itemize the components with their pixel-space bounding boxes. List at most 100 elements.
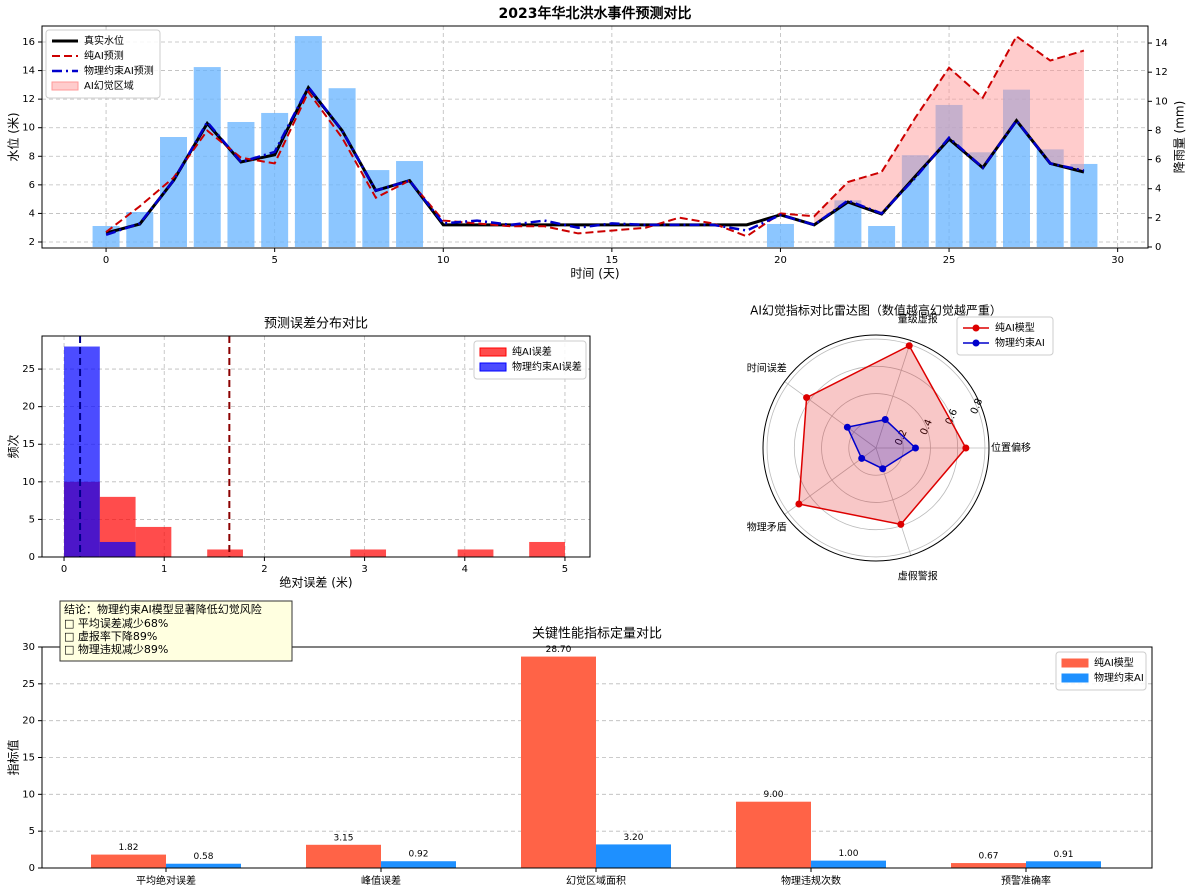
legend-label: 纯AI预测	[84, 49, 124, 62]
rain-bar	[868, 226, 896, 247]
radar-point	[858, 454, 866, 462]
hist-bar	[64, 346, 100, 557]
y-axis-label: 指标值	[6, 739, 21, 775]
radar-point	[905, 342, 913, 350]
radar-point	[911, 444, 919, 452]
x-tick-label: 2	[261, 564, 267, 575]
water-line	[105, 84, 1085, 237]
rain-bar	[766, 223, 794, 247]
rain-bar	[227, 121, 255, 247]
y-axis-label: 频次	[7, 434, 21, 458]
hallucination-area	[814, 36, 1084, 225]
x-tick-label: 15	[605, 255, 618, 266]
rain-bar	[193, 67, 221, 247]
legend-box	[956, 316, 1054, 356]
y-tick-label: 30	[22, 642, 35, 653]
chart-title: 2023年华北洪水事件预测对比	[499, 5, 692, 22]
legend-swatch	[1061, 673, 1089, 683]
category-label: 量级虚报	[898, 313, 938, 326]
legend-swatch	[1061, 658, 1089, 668]
plot-border	[41, 25, 1149, 249]
value-label: 0.67	[978, 852, 998, 862]
radar-point	[795, 500, 803, 508]
value-label: 0.92	[408, 850, 428, 860]
bar	[381, 861, 456, 868]
x-tick-label: 0	[103, 255, 109, 266]
value-label: 1.82	[118, 843, 138, 853]
y-tick-label: 16	[22, 37, 35, 48]
y2-tick-label: 6	[1155, 155, 1161, 166]
bar	[736, 801, 811, 868]
radar-spoke	[784, 381, 877, 449]
y-tick-label: 14	[22, 66, 35, 77]
y-tick-label: 10	[22, 477, 35, 488]
x-tick-label: 幻觉区域面积	[566, 874, 626, 887]
annotation-item: □ 物理违规减少89%	[64, 642, 168, 656]
y-tick-label: 20	[22, 402, 35, 413]
annotation-item: □ 平均误差减少68%	[64, 616, 168, 630]
legend-label: 真实水位	[84, 34, 124, 47]
hist-bar	[457, 549, 494, 557]
legend-swatch	[479, 362, 507, 372]
value-label: 0.91	[1053, 850, 1073, 860]
radar-area	[798, 344, 967, 526]
value-label: 1.00	[838, 849, 858, 859]
radar-point	[962, 444, 970, 452]
annotation-title: 结论：物理约束AI模型显著降低幻觉风险	[64, 602, 262, 616]
y-tick-label: 25	[22, 364, 35, 375]
value-label: 0.58	[193, 852, 213, 862]
y-tick-label: 5	[29, 826, 35, 837]
value-label: 28.70	[546, 645, 572, 655]
radar-border	[762, 334, 990, 562]
x-tick-label: 3	[361, 564, 367, 575]
category-label: 物理矛盾	[747, 520, 787, 533]
y-tick-label: 10	[22, 789, 35, 800]
y2-tick-label: 0	[1155, 242, 1161, 253]
hist-bar	[135, 526, 172, 557]
x-tick-label: 峰值误差	[361, 874, 401, 887]
bar	[596, 844, 671, 868]
chart-title: AI幻觉指标对比雷达图（数值越高幻觉越严重）	[750, 303, 1002, 318]
y-tick-label: 0	[29, 863, 35, 874]
legend-label: 物理约束AI	[995, 336, 1045, 349]
annotation-item: □ 虚报率下降89%	[64, 629, 157, 643]
bar	[521, 656, 596, 868]
hist-bar	[99, 541, 136, 557]
plot-border	[41, 646, 1153, 869]
bar	[166, 863, 241, 868]
legend-label: 纯AI模型	[1094, 656, 1134, 669]
hist-bar	[207, 549, 243, 557]
x-tick-label: 30	[1111, 255, 1124, 266]
category-label: 位置偏移	[991, 441, 1031, 454]
radar-point	[897, 520, 905, 528]
y-tick-label: 15	[22, 439, 35, 450]
y-tick-label: 5	[29, 514, 35, 525]
legend-swatch	[479, 347, 507, 357]
y-tick-label: 6	[29, 180, 35, 191]
rain-bar	[362, 170, 390, 247]
y-tick-label: 8	[29, 151, 35, 162]
y-tick-label: 0	[29, 552, 35, 563]
x-axis-label: 时间 (天)	[570, 267, 619, 281]
y2-tick-label: 4	[1155, 184, 1161, 195]
legend-box	[45, 29, 161, 99]
x-tick-label: 25	[943, 255, 956, 266]
radar-point	[803, 394, 811, 402]
chart-title: 预测误差分布对比	[264, 317, 368, 332]
rain-bar	[126, 212, 154, 247]
radar-point	[879, 465, 887, 473]
x-tick-label: 平均绝对误差	[136, 874, 196, 887]
y2-tick-label: 2	[1155, 213, 1161, 224]
y-tick-label: 2	[29, 237, 35, 248]
legend-marker	[972, 339, 980, 347]
x-tick-label: 10	[437, 255, 450, 266]
rain-bar	[396, 161, 424, 247]
category-label: 时间误差	[747, 362, 787, 375]
y2-tick-label: 10	[1155, 96, 1168, 107]
rain-bar	[1070, 163, 1098, 247]
legend-label: 纯AI误差	[512, 345, 552, 358]
y-tick-label: 4	[29, 208, 35, 219]
y2-tick-label: 8	[1155, 125, 1161, 136]
